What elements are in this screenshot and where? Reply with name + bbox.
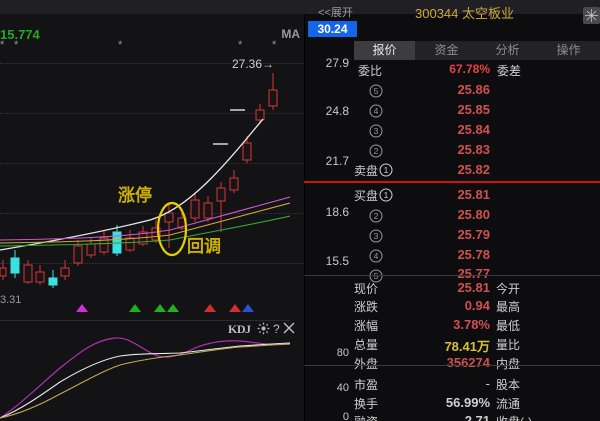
svg-text:1: 1	[384, 190, 389, 200]
svg-text:2: 2	[374, 211, 379, 221]
svg-text:1: 1	[384, 165, 389, 175]
svg-text:2: 2	[374, 146, 379, 156]
svg-text:3: 3	[374, 126, 379, 136]
svg-text:4: 4	[374, 251, 379, 261]
svg-text:4: 4	[374, 106, 379, 116]
svg-text:5: 5	[374, 86, 379, 96]
svg-text:3: 3	[374, 231, 379, 241]
